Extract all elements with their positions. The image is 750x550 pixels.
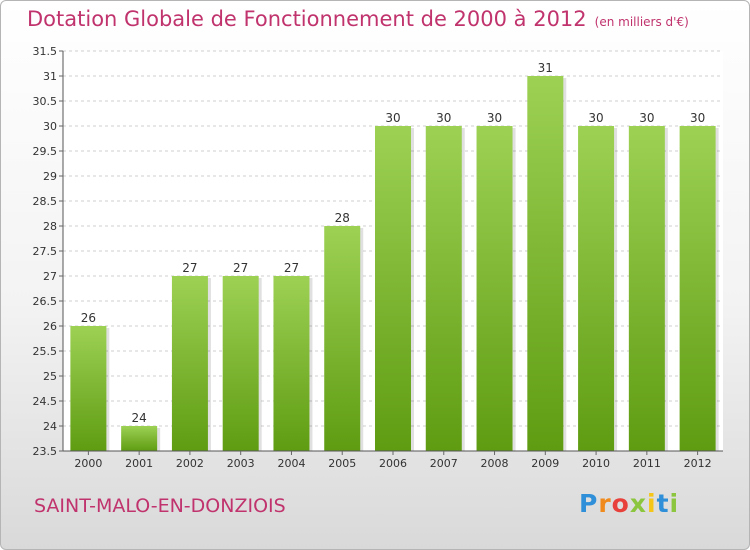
data-label: 26 bbox=[81, 311, 96, 325]
x-tick-label: 2001 bbox=[125, 457, 153, 470]
y-tick-label: 29.5 bbox=[33, 145, 58, 158]
y-tick-label: 26.5 bbox=[33, 295, 58, 308]
chart-unit: (en milliers d'€) bbox=[594, 15, 689, 29]
y-tick-label: 31 bbox=[43, 70, 57, 83]
y-tick-label: 23.5 bbox=[33, 445, 58, 458]
y-tick-label: 24 bbox=[43, 420, 57, 433]
bar bbox=[628, 126, 665, 451]
bar bbox=[375, 126, 411, 451]
chart-title-text: Dotation Globale de Fonctionnement de 20… bbox=[27, 7, 587, 31]
y-tick-label: 26 bbox=[43, 320, 57, 333]
data-label: 24 bbox=[132, 411, 147, 425]
x-tick-label: 2000 bbox=[74, 457, 102, 470]
y-tick-label: 25.5 bbox=[33, 345, 58, 358]
x-tick-label: 2009 bbox=[531, 457, 559, 470]
bar bbox=[171, 276, 208, 451]
x-tick-label: 2012 bbox=[684, 457, 712, 470]
data-label: 27 bbox=[233, 261, 248, 275]
chart-title: Dotation Globale de Fonctionnement de 20… bbox=[27, 7, 689, 31]
x-tick-labels: 2000 2001 2002 2003 2004 2005 2006 2007 2008 2009… bbox=[74, 451, 712, 470]
bar bbox=[578, 126, 615, 451]
y-tick-label: 27.5 bbox=[33, 245, 58, 258]
y-tick-labels: 23.5 24 24.5 25 25.5 26 26.5 27 27.5 28 28.5 29 29.5… bbox=[33, 45, 63, 458]
x-tick-label: 2010 bbox=[582, 457, 610, 470]
y-tick-label: 25 bbox=[43, 370, 57, 383]
y-tick-label: 29 bbox=[43, 170, 57, 183]
x-tick-label: 2003 bbox=[227, 457, 255, 470]
x-tick-label: 2006 bbox=[379, 457, 407, 470]
x-tick-label: 2011 bbox=[633, 457, 661, 470]
y-tick-label: 28 bbox=[43, 220, 57, 233]
y-tick-label: 24.5 bbox=[33, 395, 58, 408]
x-tick-label: 2004 bbox=[277, 457, 305, 470]
data-label: 27 bbox=[284, 261, 299, 275]
data-label: 31 bbox=[538, 61, 553, 75]
x-tick-label: 2002 bbox=[176, 457, 204, 470]
x-tick-label: 2007 bbox=[430, 457, 458, 470]
bars-group bbox=[70, 76, 719, 451]
data-label: 30 bbox=[487, 111, 502, 125]
bar bbox=[476, 126, 513, 451]
bar bbox=[679, 126, 716, 451]
y-tick-label: 30.5 bbox=[33, 95, 58, 108]
place-name: SAINT-MALO-EN-DONZIOIS bbox=[34, 495, 286, 517]
y-tick-label: 28.5 bbox=[33, 195, 58, 208]
bar bbox=[121, 426, 158, 451]
y-tick-label: 30 bbox=[43, 120, 57, 133]
x-tick-label: 2005 bbox=[328, 457, 356, 470]
proxiti-logo: Proxiti bbox=[579, 489, 680, 518]
data-label: 30 bbox=[690, 111, 705, 125]
data-label: 28 bbox=[335, 211, 350, 225]
data-labels: 26 24 27 27 27 28 30 30 30 31 30 30 30 bbox=[81, 61, 706, 425]
y-tick-label: 27 bbox=[43, 270, 57, 283]
data-label: 30 bbox=[639, 111, 654, 125]
bar bbox=[324, 226, 361, 451]
data-label: 30 bbox=[436, 111, 451, 125]
bar bbox=[273, 276, 310, 451]
data-label: 27 bbox=[182, 261, 197, 275]
bar bbox=[527, 76, 564, 451]
bar bbox=[70, 326, 107, 451]
y-tick-label: 31.5 bbox=[33, 45, 58, 58]
data-label: 30 bbox=[385, 111, 400, 125]
bar bbox=[222, 276, 259, 451]
bar bbox=[425, 126, 462, 451]
x-tick-label: 2008 bbox=[481, 457, 509, 470]
data-label: 30 bbox=[588, 111, 603, 125]
